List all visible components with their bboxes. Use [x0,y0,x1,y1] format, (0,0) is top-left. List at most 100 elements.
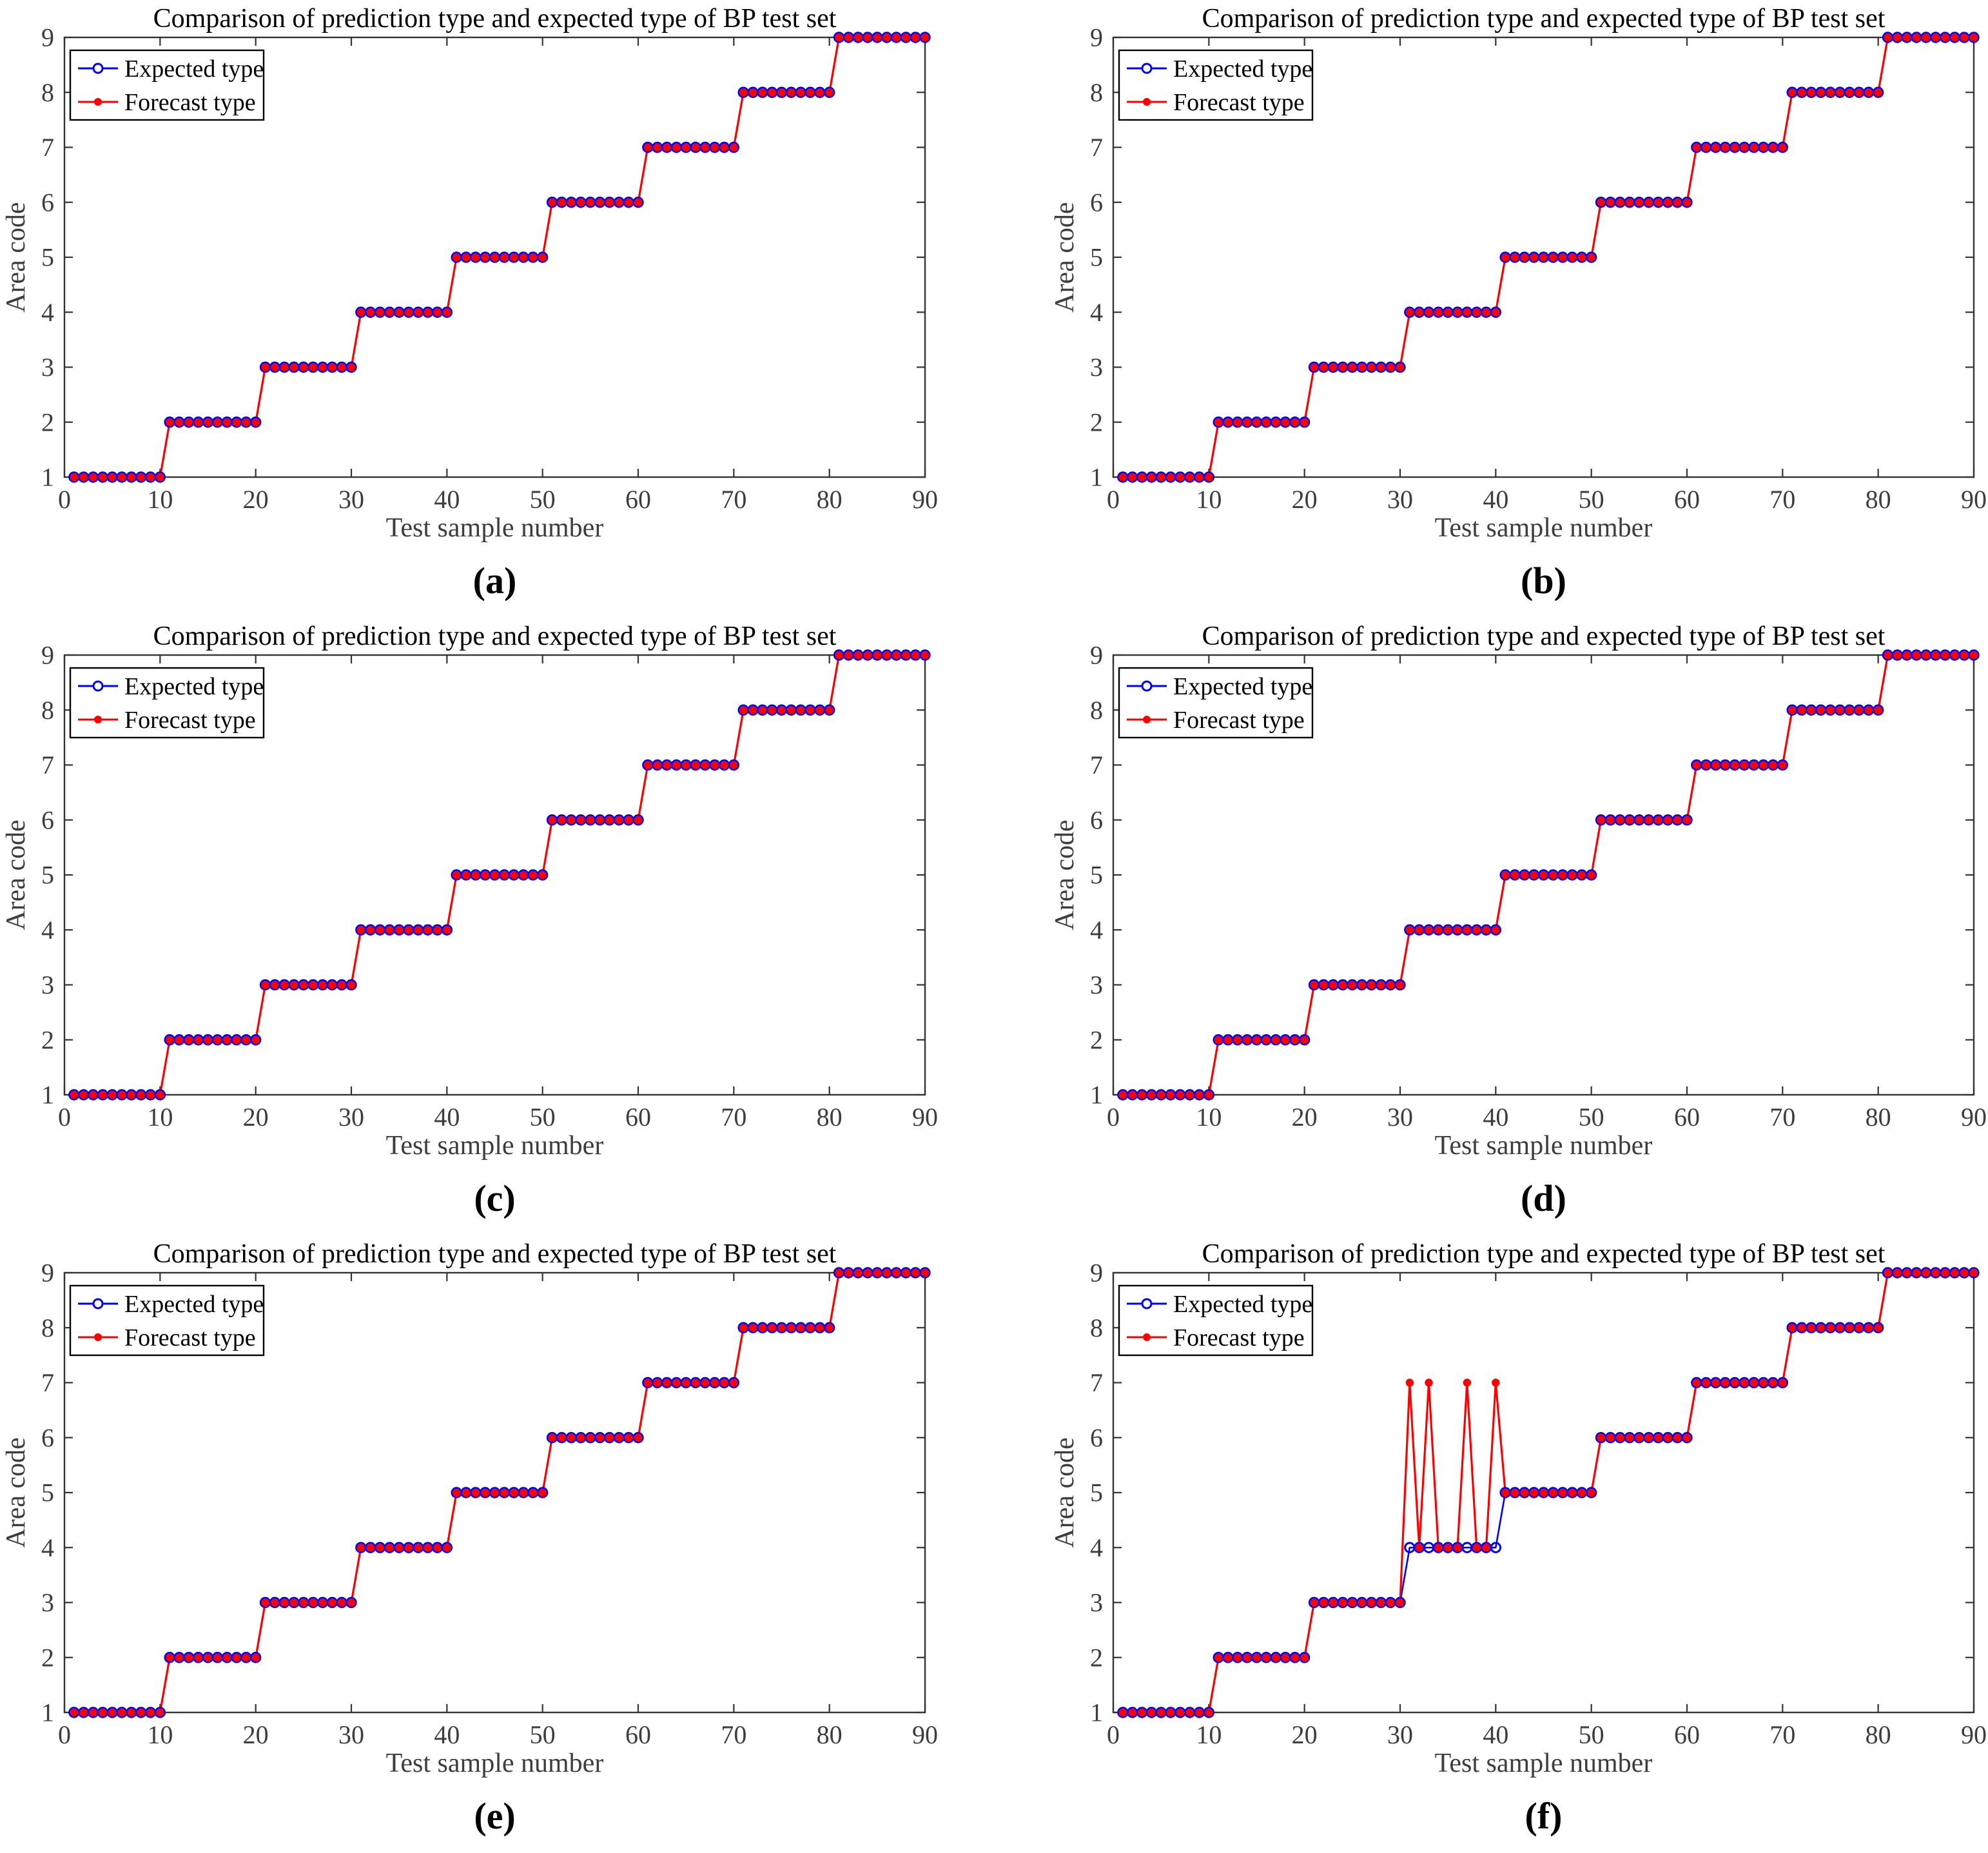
series-markers-expected [1117,32,1980,483]
x-tick-label: 60 [625,1103,651,1132]
y-tick-label: 8 [1090,696,1103,725]
y-tick-label: 9 [41,23,54,52]
x-tick-label: 40 [434,485,460,514]
series-markers-expected [68,32,931,483]
x-axis-label: Test sample number [1435,513,1653,543]
legend-label: Expected type [1173,1291,1312,1318]
legend-dot-marker [94,98,102,106]
subplot-e: Comparison of prediction type and expect… [0,1235,994,1853]
y-tick-label: 4 [41,1533,54,1562]
y-tick-label: 9 [1090,1259,1103,1288]
y-tick-label: 6 [1090,805,1103,834]
x-tick-label: 0 [1107,1720,1120,1749]
chart-title: Comparison of prediction type and expect… [1202,4,1886,34]
y-tick-label: 3 [41,970,54,999]
x-tick-label: 50 [1579,485,1604,514]
legend-open-circle-marker [1141,680,1153,692]
chart-a-canvas: Comparison of prediction type and expect… [1,4,938,543]
x-tick-label: 60 [1674,485,1700,514]
legend-dot-marker [94,1333,102,1341]
x-tick-label: 90 [912,1103,938,1132]
legend-open-circle-marker [92,1298,104,1309]
legend-label: Forecast type [1173,707,1305,734]
y-tick-label: 6 [41,1423,54,1452]
x-tick-label: 10 [1196,1103,1222,1132]
y-axis-label: Area code [1,202,31,312]
subplot-c: Comparison of prediction type and expect… [0,618,994,1235]
x-tick-label: 80 [1866,485,1891,514]
y-tick-label: 5 [1090,243,1103,272]
legend: Expected type Forecast type [69,1284,265,1357]
tick-marks [1112,1271,1975,1714]
y-tick-label: 1 [1090,463,1103,492]
legend-open-circle-marker [1141,63,1153,74]
chart-b-canvas: Comparison of prediction type and expect… [1050,4,1987,543]
x-tick-label: 50 [530,1720,556,1749]
y-tick-label: 5 [1090,1478,1103,1507]
x-tick-label: 30 [338,1103,364,1132]
x-tick-label: 60 [1674,1720,1700,1749]
x-tick-label: 10 [147,1103,173,1132]
legend-label: Forecast type [1173,1324,1305,1351]
series-markers-expected [68,649,931,1101]
subplot-b: Comparison of prediction type and expect… [994,0,1988,618]
x-axis-label: Test sample number [386,513,604,543]
series-markers-forecast [70,1268,930,1717]
y-tick-label: 6 [41,805,54,834]
subplot-d: Comparison of prediction type and expect… [994,618,1988,1235]
x-tick-label: 60 [1674,1103,1700,1132]
series-markers-forecast [70,33,930,482]
x-tick-label: 30 [1387,485,1413,514]
y-tick-label: 2 [41,1643,54,1672]
chart-title: Comparison of prediction type and expect… [153,622,837,651]
y-tick-label: 9 [1090,23,1103,52]
y-tick-label: 5 [41,1478,54,1507]
y-tick-label: 6 [1090,1423,1103,1452]
subplot-f: Comparison of prediction type and expect… [994,1235,1988,1853]
y-tick-label: 2 [1090,1643,1103,1672]
caption-d: (d) [1521,1177,1566,1219]
x-tick-label: 10 [147,485,173,514]
x-tick-label: 40 [1483,1720,1508,1749]
y-tick-label: 4 [1090,298,1103,327]
chart-title: Comparison of prediction type and expect… [1202,1239,1886,1269]
legend-box [1118,1284,1314,1357]
x-tick-label: 10 [1196,1720,1222,1749]
x-tick-label: 0 [58,1103,71,1132]
y-tick-label: 2 [1090,407,1103,436]
x-tick-label: 70 [721,1103,746,1132]
x-axis-label: Test sample number [386,1749,604,1778]
chart-title: Comparison of prediction type and expect… [1202,622,1886,651]
y-tick-label: 5 [41,243,54,272]
y-tick-label: 7 [41,133,54,162]
x-tick-label: 80 [817,1103,843,1132]
x-tick-label: 90 [1961,1720,1987,1749]
x-axis-label: Test sample number [386,1131,604,1161]
legend-label: Expected type [1173,673,1312,700]
y-tick-label: 1 [1090,1698,1103,1727]
chart-title: Comparison of prediction type and expect… [153,1239,837,1269]
x-tick-label: 80 [1866,1720,1891,1749]
y-tick-label: 6 [1090,188,1103,217]
legend-label: Forecast type [124,707,256,734]
x-tick-label: 70 [1769,485,1795,514]
legend-box [69,667,265,739]
y-tick-label: 3 [1090,353,1103,382]
y-tick-label: 8 [1090,78,1103,107]
y-tick-label: 4 [41,298,54,327]
x-tick-label: 30 [1387,1103,1413,1132]
y-tick-label: 2 [1090,1025,1103,1054]
series-markers-forecast [1118,33,1978,482]
y-tick-label: 2 [41,1025,54,1054]
x-tick-label: 20 [1292,1103,1318,1132]
x-tick-label: 90 [912,485,938,514]
y-tick-label: 1 [1090,1081,1103,1110]
x-tick-label: 50 [530,485,556,514]
x-tick-label: 0 [58,485,71,514]
y-tick-label: 7 [1090,1368,1103,1397]
y-tick-label: 6 [41,188,54,217]
chart-d-canvas: Comparison of prediction type and expect… [1050,622,1987,1161]
tick-marks [1112,654,1975,1096]
x-tick-label: 20 [243,485,269,514]
